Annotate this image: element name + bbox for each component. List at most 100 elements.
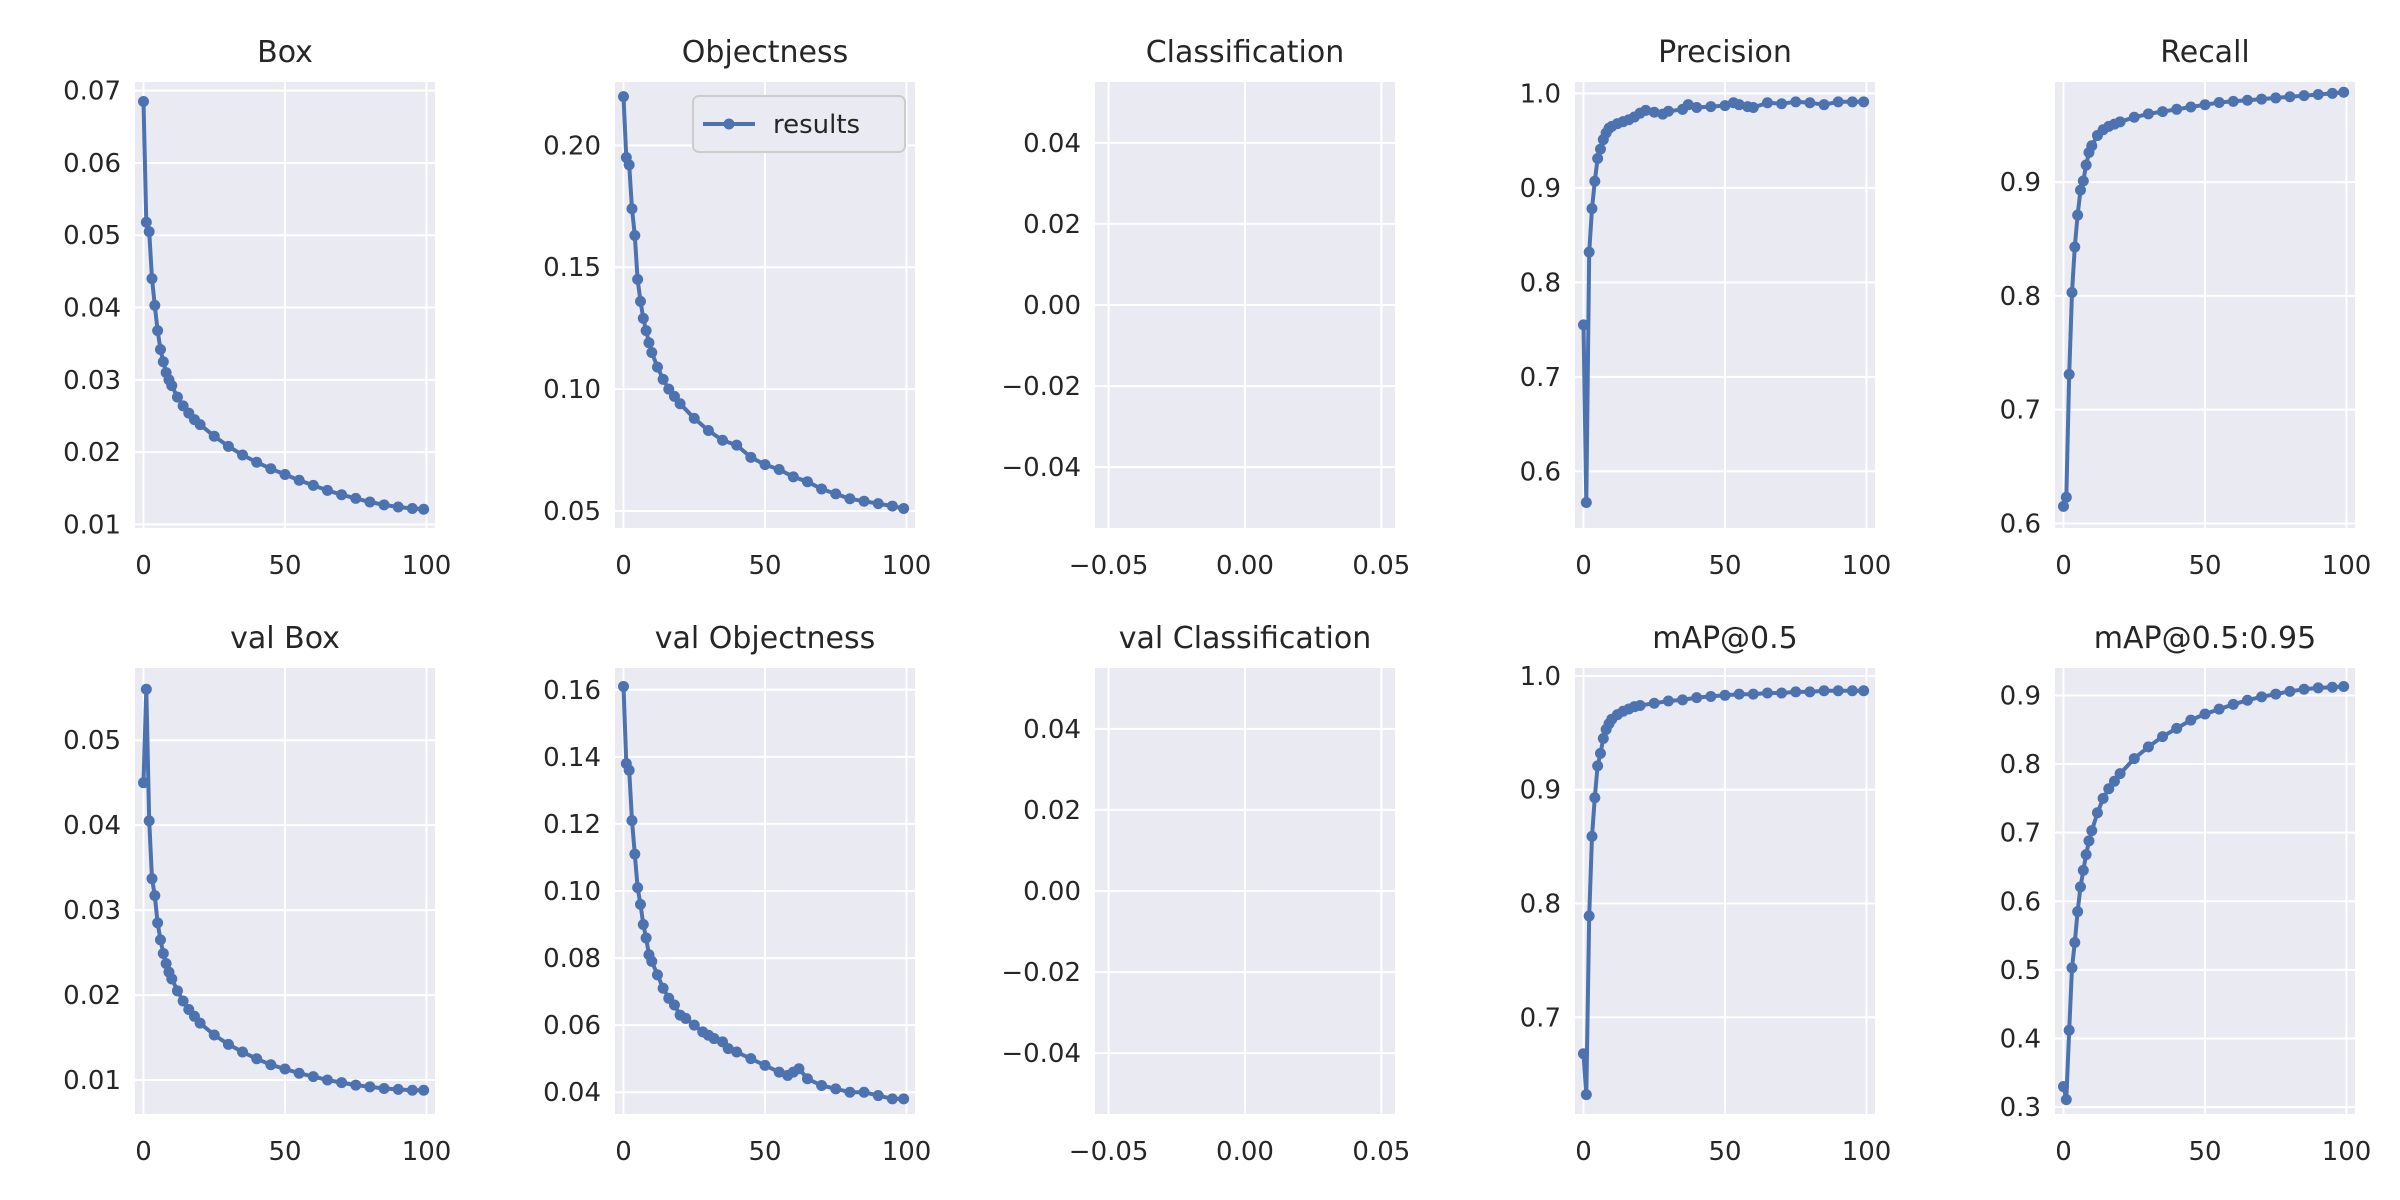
data-point (1818, 685, 1830, 697)
x-tick-label: 100 (2322, 551, 2372, 581)
data-point (2080, 159, 2092, 171)
subplot-title: mAP@0.5 (1652, 621, 1798, 656)
data-point (418, 503, 430, 515)
y-tick-label: 1.0 (1520, 662, 1561, 692)
data-point (708, 1033, 720, 1045)
x-tick-label: 0.05 (1352, 551, 1410, 581)
x-tick-label: 100 (402, 1137, 452, 1167)
x-tick-label: 50 (1708, 551, 1741, 581)
y-tick-label: 0.04 (63, 294, 121, 324)
legend: results (692, 95, 906, 153)
data-point (140, 216, 152, 228)
y-tick-label: 0.9 (1520, 776, 1561, 806)
y-tick-label: −0.04 (1001, 453, 1081, 483)
data-point (2060, 1094, 2072, 1106)
data-point (279, 1063, 291, 1075)
data-point (651, 361, 663, 373)
data-point (623, 764, 635, 776)
y-tick-label: 0.04 (1023, 129, 1081, 159)
data-point (801, 476, 813, 488)
data-point (634, 898, 646, 910)
data-point (160, 958, 172, 970)
y-tick-label: 1.0 (1520, 79, 1561, 109)
data-point (2227, 698, 2239, 710)
data-point (626, 203, 638, 215)
x-tick-label: 50 (748, 551, 781, 581)
y-tick-label: 0.04 (543, 1078, 601, 1108)
data-point (886, 500, 898, 512)
subplot-title: Box (257, 35, 313, 70)
data-point (1577, 319, 1589, 331)
data-point (2069, 241, 2081, 253)
data-point (336, 489, 348, 501)
data-point (830, 1083, 842, 1095)
x-tick-label: 0.00 (1216, 551, 1274, 581)
data-point (688, 412, 700, 424)
y-tick-label: 0.14 (543, 743, 601, 773)
data-point (2097, 792, 2109, 804)
y-tick-label: 0.9 (1520, 174, 1561, 204)
data-point (237, 1046, 249, 1058)
data-point (1577, 1048, 1589, 1060)
data-point (392, 1083, 404, 1095)
data-point (2077, 864, 2089, 876)
data-point (643, 337, 655, 349)
data-point (321, 484, 333, 496)
data-point (793, 1063, 805, 1075)
data-point (350, 492, 362, 504)
y-tick-label: 0.02 (63, 981, 121, 1011)
data-point (2086, 825, 2098, 837)
data-point (1691, 102, 1703, 114)
data-point (2213, 96, 2225, 108)
data-point (307, 1071, 319, 1083)
y-tick-label: 0.08 (543, 944, 601, 974)
subplot-6: 0 50 100 0.01 0.02 0.03 0.04 0.05 val Box (63, 621, 451, 1167)
data-point (2199, 708, 2211, 720)
data-point (1858, 96, 1870, 108)
x-tick-label: 0 (2055, 1137, 2072, 1167)
data-point (637, 919, 649, 931)
data-point (2241, 94, 2253, 106)
data-point (152, 917, 164, 929)
data-point (1761, 97, 1773, 109)
data-point (657, 982, 669, 994)
data-point (646, 347, 658, 359)
y-tick-label: 0.04 (1023, 715, 1081, 745)
x-tick-label: 0 (615, 551, 632, 581)
subplot-title: mAP@0.5:0.95 (2094, 621, 2316, 656)
data-point (143, 815, 155, 827)
data-point (640, 932, 652, 944)
data-point (137, 96, 149, 108)
data-point (378, 1083, 390, 1095)
data-point (680, 1012, 692, 1024)
data-point (674, 398, 686, 410)
x-tick-label: 100 (882, 1137, 932, 1167)
subplot-title: val Box (230, 621, 340, 656)
data-point (2199, 99, 2211, 111)
data-point (146, 273, 158, 285)
data-point (1580, 496, 1592, 508)
data-point (858, 495, 870, 507)
data-point (640, 325, 652, 337)
data-point (617, 91, 629, 103)
data-point (717, 434, 729, 446)
data-point (2157, 106, 2169, 118)
data-point (177, 995, 189, 1007)
data-point (759, 459, 771, 471)
data-point (2074, 881, 2086, 893)
y-tick-label: 0.10 (543, 877, 601, 907)
data-point (745, 1053, 757, 1065)
data-point (2213, 703, 2225, 715)
y-tick-label: 0.9 (2000, 168, 2041, 198)
data-point (2057, 500, 2069, 512)
subplot-title: val Classification (1119, 621, 1372, 656)
data-point (2074, 184, 2086, 196)
y-tick-label: 0.05 (63, 221, 121, 251)
data-point (801, 1073, 813, 1085)
data-point (2114, 116, 2126, 128)
data-point (251, 456, 263, 468)
data-point (1640, 104, 1652, 116)
data-point (1846, 96, 1858, 108)
y-tick-label: 0.20 (543, 131, 601, 161)
data-point (194, 1017, 206, 1029)
